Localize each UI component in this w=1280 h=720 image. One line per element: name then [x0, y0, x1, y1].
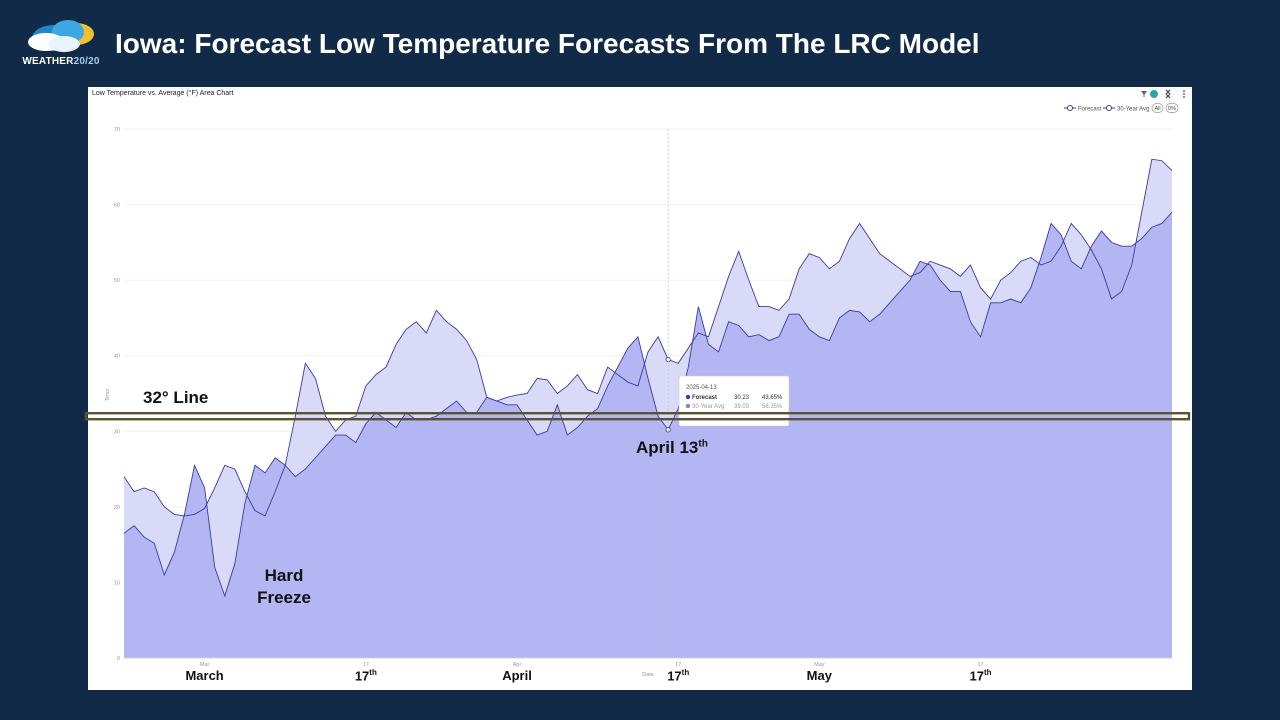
y-tick-label: 20	[114, 505, 120, 511]
month-label-text: 17	[354, 668, 370, 684]
month-label-suffix: th	[983, 668, 992, 677]
tooltip-date: 2025-04-13	[686, 385, 717, 391]
legend-30yr-avg[interactable]: 30-Year Avg	[1103, 105, 1149, 113]
legend-all-button-label: All	[1154, 106, 1160, 112]
chart-legend: Forecast 30-Year Avg All 0%	[1064, 103, 1179, 113]
legend-percent-button[interactable]: 0%	[1165, 103, 1179, 113]
tooltip-forecast-name: Forecast	[692, 395, 717, 401]
y-tick-label: 50	[114, 278, 120, 284]
month-label: May	[779, 668, 859, 683]
legend-percent-button-label: 0%	[1168, 106, 1176, 112]
tooltip-forecast-pct: 43.65%	[762, 395, 783, 401]
x-tick-label: May	[814, 662, 825, 668]
month-label-text: March	[185, 668, 224, 683]
x-tick-label: 17	[675, 662, 681, 668]
slide-title: Iowa: Forecast Low Temperature Forecasts…	[115, 28, 980, 59]
legend-all-button[interactable]: All	[1151, 103, 1164, 113]
april-13-text: April 13	[636, 438, 699, 457]
hard-freeze-label-line1: Hard	[264, 566, 304, 585]
month-label: 17th	[326, 668, 406, 683]
hard-freeze-label-line2: Freeze	[257, 588, 311, 607]
legend-30yr-avg-label: 30-Year Avg	[1117, 107, 1149, 113]
x-tick-label: 17	[363, 662, 369, 668]
legend-forecast[interactable]: Forecast	[1064, 105, 1102, 113]
filter-icon[interactable]	[1141, 91, 1147, 97]
month-label-text: May	[806, 668, 832, 683]
y-tick-label: 70	[114, 127, 120, 133]
cloud-logo-icon	[28, 20, 94, 52]
y-tick-label: 10	[114, 580, 120, 586]
hard-freeze-label: Hard Freeze	[250, 565, 318, 609]
expand-icon[interactable]	[1165, 89, 1171, 99]
avg-area	[124, 212, 1172, 658]
month-label: 17th	[638, 668, 718, 683]
tooltip-avg-name: 30-Year Avg	[692, 404, 724, 410]
april-13-label: April 13th	[636, 438, 708, 458]
y-tick-label: 0	[117, 656, 120, 662]
x-tick-label: Apr	[513, 662, 522, 668]
logo-wordmark: WEATHER20/20	[22, 56, 100, 67]
avg-line	[123, 211, 1173, 598]
forecast-line	[123, 158, 1173, 517]
month-label-suffix: th	[369, 668, 377, 677]
x-axis-label: Date	[642, 672, 654, 678]
freeze-line-label: 32° Line	[143, 388, 209, 407]
tooltip-forecast-value: 30.23	[734, 395, 750, 401]
y-tick-label: 60	[114, 203, 120, 209]
axis-layer: 0 10 20 30 40 50 60 70 Mar 17 Apr 17 May 17	[114, 127, 1172, 668]
area-chart: Low Temperature vs. Average (°F) Area Ch…	[92, 89, 1185, 678]
tooltip-avg-pct: 56.35%	[762, 404, 783, 410]
y-axis-label: Temp	[105, 389, 111, 401]
area-layer	[123, 158, 1173, 658]
month-label: April	[477, 668, 557, 683]
tooltip-avg-value: 39.03	[734, 404, 750, 410]
y-tick-label: 30	[114, 429, 120, 435]
y-tick-label: 40	[114, 354, 120, 360]
chart-title: Low Temperature vs. Average (°F) Area Ch…	[92, 89, 233, 97]
month-label: 17th	[941, 668, 1021, 683]
filter-count-badge	[1150, 90, 1158, 98]
month-label-text: 17	[969, 668, 984, 684]
april-13-suffix: th	[698, 438, 708, 450]
legend-forecast-label: Forecast	[1078, 107, 1102, 113]
chart-toolbar	[1141, 89, 1185, 99]
month-label: March	[165, 668, 245, 683]
month-label-text: April	[502, 668, 532, 683]
x-tick-label: 17	[977, 662, 983, 668]
more-options-icon[interactable]	[1183, 90, 1185, 98]
weather2020-logo: WEATHER20/20	[16, 14, 106, 70]
chart-panel: Low Temperature vs. Average (°F) Area Ch…	[88, 87, 1192, 690]
month-label-suffix: th	[681, 668, 690, 677]
month-label-text: 17	[667, 668, 682, 684]
x-tick-label: Mar	[200, 662, 210, 668]
